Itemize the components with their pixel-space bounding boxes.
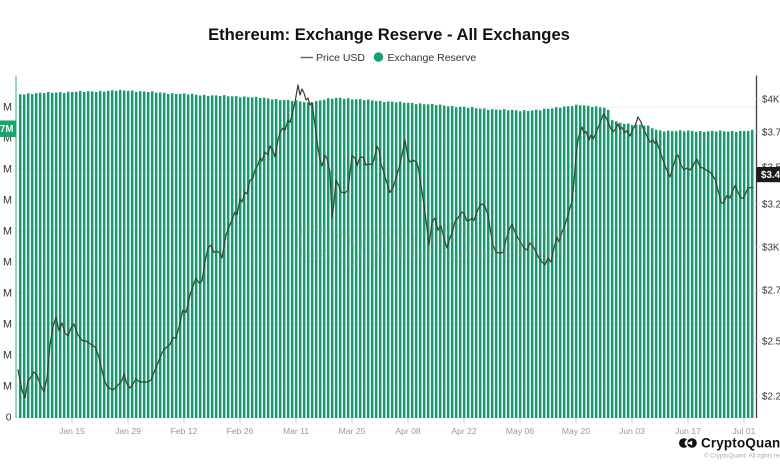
svg-text:Mar 11: Mar 11 bbox=[283, 426, 309, 436]
svg-text:Mar 25: Mar 25 bbox=[339, 426, 366, 436]
svg-text:M: M bbox=[3, 163, 12, 175]
svg-text:M: M bbox=[3, 287, 12, 299]
svg-text:May 20: May 20 bbox=[562, 426, 590, 436]
svg-text:M: M bbox=[3, 225, 12, 237]
svg-text:M: M bbox=[3, 318, 12, 330]
svg-text:© CryptoQuant. All rights rese: © CryptoQuant. All rights reserved. bbox=[704, 452, 780, 459]
svg-text:$2.75K: $2.75K bbox=[762, 285, 780, 296]
svg-text:$3.75K: $3.75K bbox=[762, 127, 780, 138]
svg-text:Feb 12: Feb 12 bbox=[171, 426, 198, 436]
svg-text:7M: 7M bbox=[0, 124, 14, 135]
svg-text:Jan 29: Jan 29 bbox=[115, 426, 141, 436]
svg-text:M: M bbox=[3, 101, 12, 113]
svg-text:Jun 17: Jun 17 bbox=[675, 426, 701, 436]
svg-text:Ethereum: Exchange Reserve - A: Ethereum: Exchange Reserve - All Exchang… bbox=[208, 25, 570, 44]
svg-text:Apr 08: Apr 08 bbox=[395, 426, 421, 436]
svg-text:M: M bbox=[3, 194, 12, 206]
svg-text:$2.25K: $2.25K bbox=[762, 391, 780, 402]
svg-text:$4K: $4K bbox=[762, 94, 780, 105]
svg-text:Jul 01: Jul 01 bbox=[733, 426, 756, 436]
svg-text:May 06: May 06 bbox=[506, 426, 534, 436]
svg-text:Jan 15: Jan 15 bbox=[59, 426, 85, 436]
svg-text:Price USD: Price USD bbox=[316, 52, 365, 64]
svg-text:Exchange Reserve: Exchange Reserve bbox=[388, 52, 477, 64]
svg-text:$2.5K: $2.5K bbox=[762, 336, 780, 347]
svg-text:0: 0 bbox=[6, 412, 12, 423]
svg-text:Feb 26: Feb 26 bbox=[227, 426, 254, 436]
svg-text:M: M bbox=[3, 349, 12, 361]
svg-text:$3.25K: $3.25K bbox=[762, 199, 780, 210]
svg-text:M: M bbox=[3, 256, 12, 268]
svg-text:$3K: $3K bbox=[762, 242, 780, 253]
svg-text:Apr 22: Apr 22 bbox=[451, 426, 477, 436]
svg-text:Jun 03: Jun 03 bbox=[619, 426, 645, 436]
svg-text:M: M bbox=[3, 132, 12, 144]
svg-text:$3.4: $3.4 bbox=[761, 170, 780, 181]
svg-text:CryptoQuant: CryptoQuant bbox=[701, 436, 780, 451]
svg-text:M: M bbox=[3, 380, 12, 392]
svg-text:CryptoQuant: CryptoQuant bbox=[294, 216, 566, 269]
